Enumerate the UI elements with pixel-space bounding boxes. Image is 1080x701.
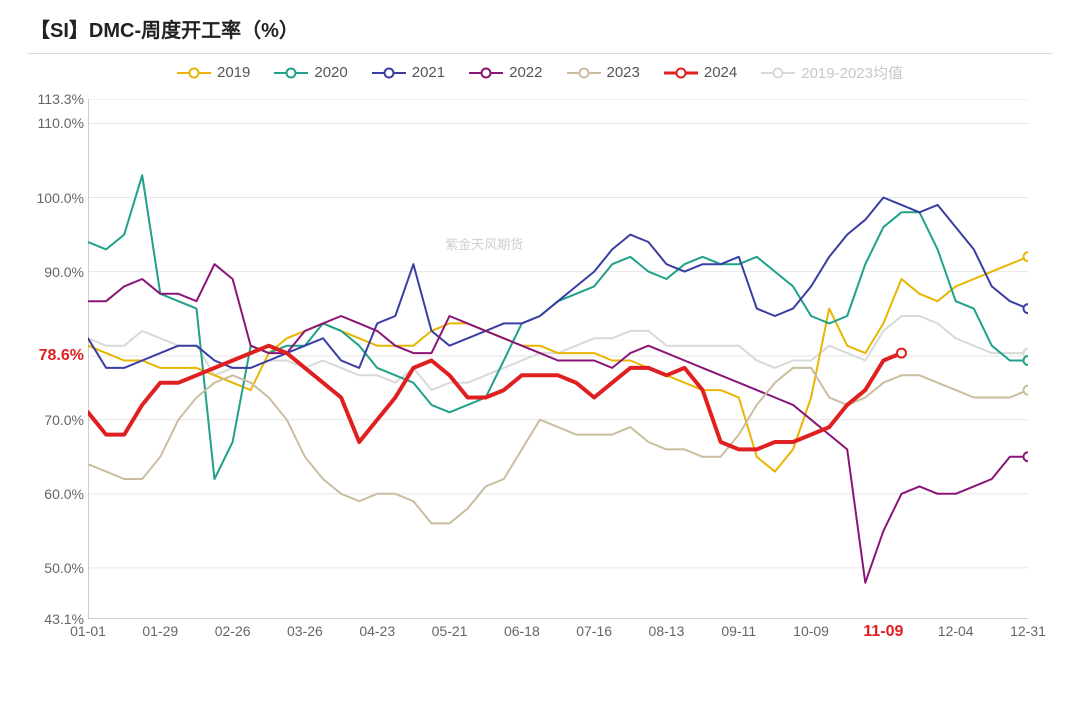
y-axis-label: 110.0% xyxy=(38,115,84,131)
legend-label: 2022 xyxy=(509,64,542,81)
legend-item: 2024 xyxy=(664,62,737,83)
legend-item: 2019-2023均值 xyxy=(761,62,903,83)
legend-label: 2021 xyxy=(412,64,445,81)
legend-item: 2020 xyxy=(274,62,347,83)
x-axis-label: 01-29 xyxy=(142,623,178,639)
legend-label: 2023 xyxy=(607,64,640,81)
x-axis-label: 02-26 xyxy=(215,623,251,639)
x-axis-label: 03-26 xyxy=(287,623,323,639)
legend-label: 2019 xyxy=(217,64,250,81)
chart-plot: 紫金天风期货 43.1%50.0%60.0%70.0%78.6%90.0%100… xyxy=(88,99,1028,619)
legend-item: 2019 xyxy=(177,62,250,83)
chart-title: 【SI】DMC-周度开工率（%） xyxy=(28,10,1052,54)
y-axis-label: 78.6% xyxy=(39,347,84,365)
x-axis-label: 12-31 xyxy=(1010,623,1046,639)
x-axis-label: 09-11 xyxy=(721,623,756,639)
x-axis-label: 11-09 xyxy=(863,623,903,641)
x-axis-label: 10-09 xyxy=(793,623,829,639)
legend-item: 2022 xyxy=(469,62,542,83)
chart-svg xyxy=(88,99,1028,619)
x-axis-label: 01-01 xyxy=(70,623,106,639)
x-axis-label: 05-21 xyxy=(432,623,468,639)
y-axis-label: 90.0% xyxy=(44,264,84,280)
x-axis-label: 08-13 xyxy=(649,623,685,639)
y-axis-label: 100.0% xyxy=(37,190,84,206)
legend-item: 2023 xyxy=(567,62,640,83)
x-axis-label: 07-16 xyxy=(576,623,612,639)
x-axis-label: 04-23 xyxy=(359,623,395,639)
legend-label: 2019-2023均值 xyxy=(801,62,903,83)
y-axis-label: 113.3% xyxy=(38,91,84,107)
legend-label: 2020 xyxy=(314,64,347,81)
chart-legend: 2019 2020 2021 2022 2023 2024 2019-2023均值 xyxy=(28,54,1052,85)
y-axis-label: 50.0% xyxy=(44,560,84,576)
x-axis-label: 06-18 xyxy=(504,623,540,639)
y-axis-label: 70.0% xyxy=(44,412,84,428)
x-axis-label: 12-04 xyxy=(938,623,974,639)
y-axis-label: 60.0% xyxy=(44,486,84,502)
legend-label: 2024 xyxy=(704,64,737,81)
legend-item: 2021 xyxy=(372,62,445,83)
